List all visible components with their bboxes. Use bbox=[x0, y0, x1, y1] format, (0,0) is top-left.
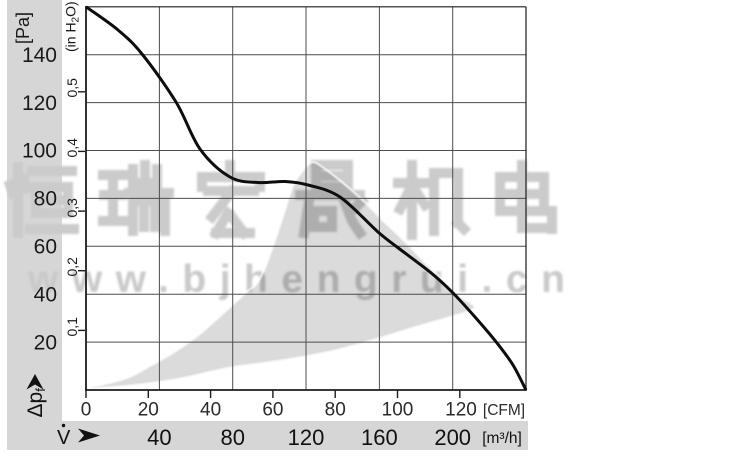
svg-text:80: 80 bbox=[34, 188, 57, 211]
svg-text:40: 40 bbox=[147, 425, 171, 450]
svg-text:100: 100 bbox=[382, 400, 414, 421]
svg-text:40: 40 bbox=[200, 400, 221, 421]
svg-text:200: 200 bbox=[434, 425, 471, 450]
svg-text:[m³/h]: [m³/h] bbox=[482, 430, 522, 447]
svg-text:140: 140 bbox=[22, 44, 57, 67]
svg-text:160: 160 bbox=[361, 425, 398, 450]
svg-text:40: 40 bbox=[34, 283, 57, 306]
svg-text:60: 60 bbox=[34, 236, 57, 259]
svg-text:0,2: 0,2 bbox=[64, 257, 80, 277]
svg-text:120: 120 bbox=[22, 92, 57, 115]
svg-text:120: 120 bbox=[445, 400, 477, 421]
svg-text:0,5: 0,5 bbox=[64, 78, 80, 98]
svg-text:60: 60 bbox=[262, 400, 283, 421]
svg-text:0: 0 bbox=[81, 400, 92, 421]
svg-text:[Pa]: [Pa] bbox=[13, 12, 33, 44]
svg-text:120: 120 bbox=[288, 425, 325, 450]
svg-text:80: 80 bbox=[325, 400, 346, 421]
svg-text:100: 100 bbox=[22, 140, 57, 163]
svg-text:20: 20 bbox=[34, 331, 57, 354]
svg-text:V: V bbox=[57, 427, 71, 449]
svg-text:(in H2O): (in H2O) bbox=[63, 1, 82, 52]
svg-text:0,4: 0,4 bbox=[64, 138, 80, 158]
svg-text:Δpf: Δpf bbox=[24, 388, 48, 418]
svg-text:0,1: 0,1 bbox=[64, 317, 80, 337]
svg-text:[CFM]: [CFM] bbox=[483, 402, 525, 419]
svg-text:20: 20 bbox=[138, 400, 159, 421]
svg-text:80: 80 bbox=[220, 425, 244, 450]
svg-text:0,3: 0,3 bbox=[64, 198, 80, 218]
